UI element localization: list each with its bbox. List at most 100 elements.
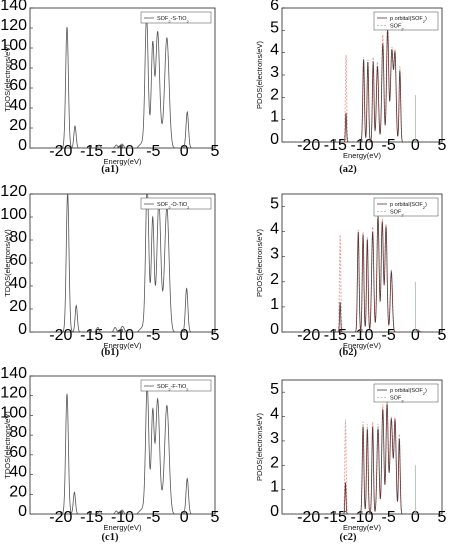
legend-label: SOF2-O-TiO2 (157, 202, 190, 210)
y-tick-label: 0 (18, 503, 27, 520)
y-axis-label: TDOS(electrons/eV) (3, 411, 12, 479)
y-tick-label: 80 (9, 424, 27, 441)
panel-label-b2: (b2) (339, 347, 358, 358)
chart-c1: -20 -15 -10 -5 0 5 0 20 40 60 80 100 120 140 Energy(eV… (0, 365, 219, 532)
x-tick-label: 5 (211, 509, 220, 526)
x-tick-label: -10 (111, 143, 134, 160)
plot-frame (29, 375, 216, 515)
y-tick-label: 3 (270, 430, 279, 447)
x-tick-label: -15 (80, 327, 103, 344)
y-tick-label: 0 (18, 137, 27, 154)
legend-label: SOF2 (390, 24, 404, 32)
x-axis-label: Energy(eV) (343, 523, 381, 532)
y-tick-label: 80 (9, 229, 27, 246)
x-tick-label: -10 (350, 137, 373, 154)
y-tick-label: 120 (0, 17, 27, 34)
y-axis-label: PDOS(electrons/eV) (255, 413, 264, 481)
x-tick-label: -20 (297, 137, 320, 154)
y-tick-label: 20 (9, 117, 27, 134)
panel-label-b1: (b1) (101, 347, 120, 358)
legend: SOF2-S-TiO2 (140, 11, 212, 24)
x-tick-label: -5 (382, 327, 396, 344)
x-tick-label: -5 (382, 509, 396, 526)
x-tick-label: -5 (382, 137, 396, 154)
y-tick-label: 60 (9, 252, 27, 269)
y-tick-label: 40 (9, 464, 27, 481)
chart-a1: -20 -15 -10 -5 0 5020406080100120140Energy(eV… (0, 0, 219, 166)
legend-label: p orbital(SOF2) (390, 202, 427, 210)
panel-label-c1: (c1) (102, 532, 119, 543)
series-line-0 (282, 216, 442, 332)
y-tick-label: 1 (270, 479, 279, 496)
y-tick-label: 100 (0, 404, 27, 421)
x-tick-label: 0 (180, 143, 189, 160)
x-tick-label: -20 (49, 327, 72, 344)
panel-label-c2: (c2) (340, 532, 357, 543)
series-line-0 (30, 194, 215, 332)
x-axis-label: Energy(eV) (104, 341, 142, 350)
legend: p orbital(SOF2)SOF2 (373, 11, 439, 32)
x-tick-label: -5 (146, 327, 160, 344)
y-tick-label: 3 (270, 64, 279, 81)
panel-label-a1: (a1) (101, 164, 119, 175)
legend: p orbital(SOF2)SOF2 (373, 197, 439, 218)
legend-label: SOF2 (390, 210, 404, 218)
y-tick-label: 40 (9, 97, 27, 114)
legend: p orbital(SOF2)SOF2 (373, 383, 439, 404)
x-axis-label: Energy(eV) (343, 151, 381, 160)
x-tick-label: 5 (211, 327, 220, 344)
legend-box (140, 379, 212, 392)
x-tick-label: 0 (180, 509, 189, 526)
y-tick-label: 4 (270, 406, 279, 423)
x-tick-label: -15 (324, 509, 347, 526)
x-tick-label: -20 (49, 143, 72, 160)
x-tick-label: -10 (111, 509, 134, 526)
legend: SOF2-F-TiO2 (140, 379, 212, 392)
y-axis-label: PDOS(electrons/eV) (255, 229, 264, 297)
legend-label: SOF2 (390, 396, 404, 404)
x-tick-label: 5 (438, 137, 447, 154)
y-tick-label: 2 (270, 454, 279, 471)
legend-label: SOF2-F-TiO2 (157, 384, 189, 392)
plot-frame (29, 193, 216, 333)
legend-box (140, 11, 212, 24)
y-tick-label: 5 (270, 381, 279, 398)
x-tick-label: -10 (350, 509, 373, 526)
x-axis-label: Energy(eV) (343, 341, 381, 350)
y-tick-label: 3 (270, 246, 279, 263)
y-tick-label: 60 (9, 444, 27, 461)
x-tick-label: 0 (180, 327, 189, 344)
x-tick-label: 5 (438, 509, 447, 526)
x-tick-label: -5 (146, 143, 160, 160)
y-axis-label: TDOS(electrons/eV) (3, 229, 12, 297)
chart-a2: -20 -15 -10 -5 0 5 0 1 2 3 4 5 6 Energy(eV) PDOS(elect… (255, 0, 447, 160)
x-tick-label: 5 (211, 143, 220, 160)
panel-label-a2: (a2) (339, 164, 357, 175)
series-line-0 (30, 383, 215, 514)
y-tick-label: 0 (270, 321, 279, 338)
chart-c2: -20 -15 -10 -5 0 5 0 1 2 3 4 5 Energy(eV) PDOS(electr… (255, 379, 447, 532)
series-line-0 (282, 29, 442, 142)
x-tick-label: -15 (80, 509, 103, 526)
y-tick-label: 1 (270, 109, 279, 126)
x-tick-label: -15 (324, 137, 347, 154)
y-tick-label: 140 (0, 365, 27, 382)
y-tick-label: 0 (270, 503, 279, 520)
x-tick-label: -20 (297, 509, 320, 526)
y-axis-label: PDOS(electrons/eV) (255, 41, 264, 109)
series-line-0 (30, 15, 215, 148)
plot-frame (29, 7, 216, 149)
y-tick-label: 40 (9, 275, 27, 292)
y-tick-label: 0 (270, 131, 279, 148)
y-tick-label: 120 (0, 385, 27, 402)
y-tick-label: 0 (18, 321, 27, 338)
y-tick-label: 5 (270, 196, 279, 213)
x-tick-label: -10 (350, 327, 373, 344)
legend-box (140, 197, 212, 210)
y-tick-label: 80 (9, 57, 27, 74)
y-tick-label: 20 (9, 298, 27, 315)
x-tick-label: 0 (411, 509, 420, 526)
y-tick-label: 20 (9, 483, 27, 500)
legend: SOF2-O-TiO2 (140, 197, 212, 210)
